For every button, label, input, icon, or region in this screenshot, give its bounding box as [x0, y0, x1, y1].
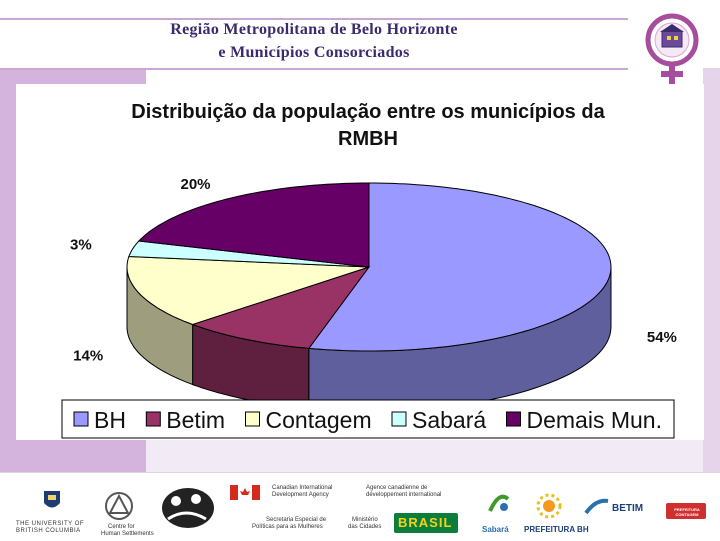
betim-swoosh-icon [584, 498, 609, 515]
pie-slices [126, 182, 612, 412]
centre-line1: Centre for [108, 524, 135, 530]
contagem-text: PREFEITURA CONTAGEM [674, 507, 700, 517]
chart-title-line1: Distribuição da população entre os munic… [131, 101, 605, 123]
legend-swatch-bh [73, 411, 89, 427]
legend-swatch-sabar- [391, 411, 407, 427]
legend-label-demais-mun-: Demais Mun. [527, 407, 662, 433]
pie-chart: Distribuição da população entre os munic… [61, 101, 677, 439]
legend-label-bh: BH [94, 407, 126, 433]
people-figures-icon [162, 488, 214, 528]
ubc-crest-icon [44, 491, 60, 508]
canada-flag-icon [230, 485, 260, 500]
brasil-logo [394, 513, 458, 533]
sabara-logo-icon [488, 494, 510, 512]
pbh-sun-icon [536, 493, 562, 519]
legend-swatch-betim [145, 411, 161, 427]
chart-title-line2: RMBH [338, 128, 398, 150]
cida-fr-line2: développement international [366, 492, 442, 498]
betim-text: BETIM [612, 503, 644, 514]
ministerio-line1: Ministério [352, 517, 378, 523]
decorative-right-bar [703, 68, 720, 472]
legend-swatch-contagem [245, 411, 260, 427]
spm-line1: Secretaria Especial de [266, 517, 327, 523]
data-label-bh: 54% [647, 329, 677, 346]
decorative-under-panel [146, 440, 703, 472]
spm-line2: Políticas para as Mulheres [252, 524, 323, 530]
chart-legend: BH Betim Contagem Sabará Demais Mun. [61, 399, 675, 439]
contagem-logo [666, 503, 706, 519]
data-label-contagem: 14% [73, 348, 103, 365]
header-bar: Região Metropolitana de Belo Horizonte e… [0, 18, 628, 70]
data-label-demais-mun-: 20% [180, 176, 210, 193]
pie-slice-betim [191, 266, 371, 349]
sabara-text: Sabará [482, 525, 509, 534]
cida-fr-line1: Agence canadienne de [366, 485, 428, 491]
centre-line2: Human Settlements [101, 531, 154, 537]
header-title-line2: e Municípios Consorciados [218, 44, 410, 61]
header-title-line1: Região Metropolitana de Belo Horizonte [170, 21, 458, 38]
legend-label-betim: Betim [166, 407, 225, 433]
chart-panel: Distribuição da população entre os munic… [16, 84, 704, 440]
legend-swatch-demais-mun- [506, 411, 521, 427]
pie-slice-demais-mun- [137, 182, 370, 268]
legend-box [61, 399, 675, 439]
pbh-text: PREFEITURA BH [524, 525, 589, 534]
ubc-line1: THE UNIVERSITY OF [16, 521, 85, 527]
brasil-text: BRASIL [398, 515, 453, 530]
female-symbol-logo [645, 13, 699, 85]
ubc-line2: BRITISH COLUMBIA [16, 528, 81, 534]
pie-slice-bh [307, 182, 612, 352]
centre-emblem-icon [105, 492, 133, 520]
legend-label-sabar-: Sabará [412, 407, 486, 433]
cida-en-line1: Canadian International [272, 485, 333, 491]
pie-slice-contagem [126, 255, 370, 326]
ministerio-line2: das Cidades [348, 524, 382, 530]
cida-en-line2: Development Agency [272, 492, 329, 498]
footer-logos: THE UNIVERSITY OF BRITISH COLUMBIA Centr… [0, 472, 720, 541]
legend-label-contagem: Contagem [266, 407, 372, 433]
data-label-sabar-: 3% [70, 237, 92, 254]
